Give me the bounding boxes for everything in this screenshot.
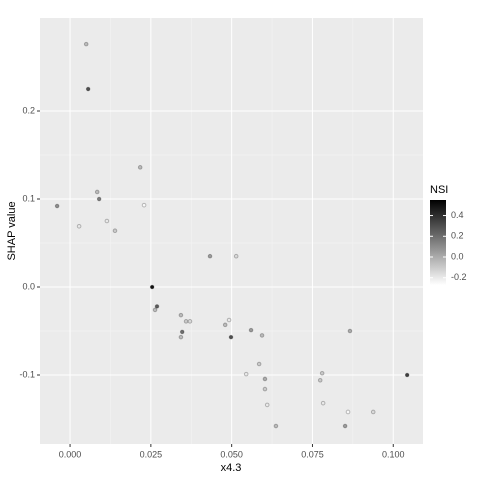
y-axis-title: SHAP value (6, 201, 18, 260)
y-tick-label: 0.0 (22, 281, 35, 291)
point (262, 376, 268, 382)
point (94, 189, 100, 195)
x-axis-title: x4.3 (221, 462, 242, 474)
x-tick-label: 0.025 (140, 449, 163, 459)
point (347, 328, 353, 334)
point (233, 253, 239, 259)
legend-title: NSI (430, 184, 448, 196)
point (273, 423, 279, 429)
point (259, 333, 265, 338)
point (96, 196, 102, 202)
y-tick-label: 0.1 (22, 193, 35, 203)
point (141, 202, 147, 208)
x-tick-label: 0.075 (301, 449, 324, 459)
point (178, 312, 184, 318)
point (154, 304, 160, 309)
legend-tick-label: 0.0 (451, 251, 464, 261)
point (404, 372, 410, 378)
point (183, 319, 189, 324)
point (83, 41, 89, 47)
point (54, 203, 60, 209)
legend-tick-label: 0.4 (451, 210, 464, 220)
point (256, 361, 262, 367)
point (320, 400, 326, 406)
point (370, 409, 376, 415)
point (207, 253, 213, 259)
point (152, 307, 158, 313)
colorbar (430, 200, 446, 285)
x-tick-label: 0.100 (382, 449, 405, 459)
point (112, 228, 118, 233)
legend-tick-label: -0.2 (451, 272, 467, 282)
point (187, 319, 193, 324)
point (85, 86, 91, 92)
point (149, 284, 155, 290)
point (226, 317, 232, 323)
x-tick-label: 0.000 (59, 449, 82, 459)
point (345, 409, 351, 415)
point (243, 371, 249, 377)
point (179, 329, 185, 335)
point (178, 334, 184, 340)
point (248, 327, 254, 333)
y-tick-label: -0.1 (19, 369, 35, 379)
x-tick-label: 0.050 (220, 449, 243, 459)
point (76, 223, 82, 229)
point (317, 377, 323, 383)
point (228, 334, 234, 340)
point (342, 423, 348, 429)
y-tick-label: 0.2 (22, 105, 35, 115)
point (319, 370, 325, 376)
point (137, 165, 143, 170)
point (262, 386, 268, 392)
point (264, 402, 270, 408)
legend-tick-label: 0.2 (451, 231, 464, 241)
point (222, 322, 228, 328)
point (104, 218, 110, 224)
